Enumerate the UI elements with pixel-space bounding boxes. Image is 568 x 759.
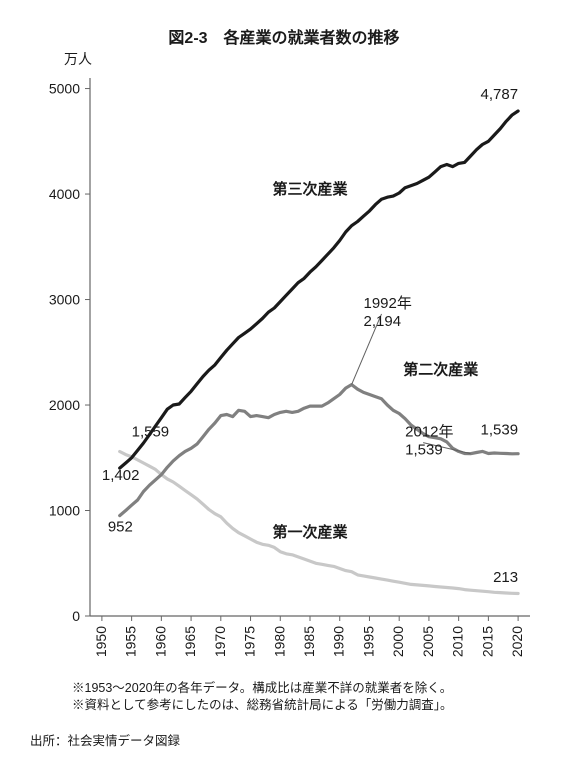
note-line-2: ※資料として参考にしたのは、総務省統計局による「労働力調査」。 <box>72 697 453 714</box>
annotation: 213 <box>493 569 518 586</box>
svg-text:2020: 2020 <box>509 626 525 657</box>
svg-text:1980: 1980 <box>271 626 287 657</box>
line-chart: 0 1000 2000 3000 4000 5000 万人 1950 1955 1960 1965 1… <box>0 0 568 660</box>
annotation: 1,559 <box>132 424 170 441</box>
svg-text:1985: 1985 <box>301 626 317 657</box>
svg-text:2000: 2000 <box>390 626 406 657</box>
svg-text:5000: 5000 <box>49 81 80 97</box>
svg-text:2000: 2000 <box>49 397 80 413</box>
svg-text:1970: 1970 <box>212 626 228 657</box>
svg-text:1975: 1975 <box>242 626 258 657</box>
svg-text:1950: 1950 <box>93 626 109 657</box>
annotation: 1992年 <box>364 295 412 312</box>
annotation: 1,539 <box>405 442 443 459</box>
svg-text:2015: 2015 <box>479 626 495 657</box>
series-label: 第三次産業 <box>272 180 348 198</box>
chart-title: 図2-3 各産業の就業者数の推移 <box>0 24 568 48</box>
annotation: 4,787 <box>481 86 519 103</box>
chart-source: 出所：社会実情データ図録 <box>30 730 180 749</box>
annotation: 2012年 <box>405 424 453 441</box>
svg-text:1000: 1000 <box>49 503 80 519</box>
note-line-1: ※1953～2020年の各年データ。構成比は産業不詳の就業者を除く。 <box>72 680 453 697</box>
svg-text:1960: 1960 <box>152 626 168 657</box>
annotation: 952 <box>108 519 133 536</box>
svg-text:2005: 2005 <box>420 626 436 657</box>
svg-text:1965: 1965 <box>182 626 198 657</box>
svg-text:4000: 4000 <box>49 186 80 202</box>
chart-notes: ※1953～2020年の各年データ。構成比は産業不詳の就業者を除く。 ※資料とし… <box>72 680 453 714</box>
svg-text:1990: 1990 <box>331 626 347 657</box>
series-label: 第一次産業 <box>272 523 348 541</box>
svg-text:0: 0 <box>72 608 80 624</box>
annotation: 1,402 <box>102 467 140 484</box>
svg-text:2010: 2010 <box>450 626 466 657</box>
series-第三次産業 <box>120 111 518 468</box>
annotation: 2,194 <box>364 313 402 330</box>
svg-text:万人: 万人 <box>64 51 92 67</box>
svg-text:1955: 1955 <box>123 626 139 657</box>
svg-text:1995: 1995 <box>360 626 376 657</box>
series-label: 第二次産業 <box>403 360 479 378</box>
series-第一次産業 <box>120 452 518 594</box>
svg-text:3000: 3000 <box>49 292 80 308</box>
annotation: 1,539 <box>481 422 519 439</box>
